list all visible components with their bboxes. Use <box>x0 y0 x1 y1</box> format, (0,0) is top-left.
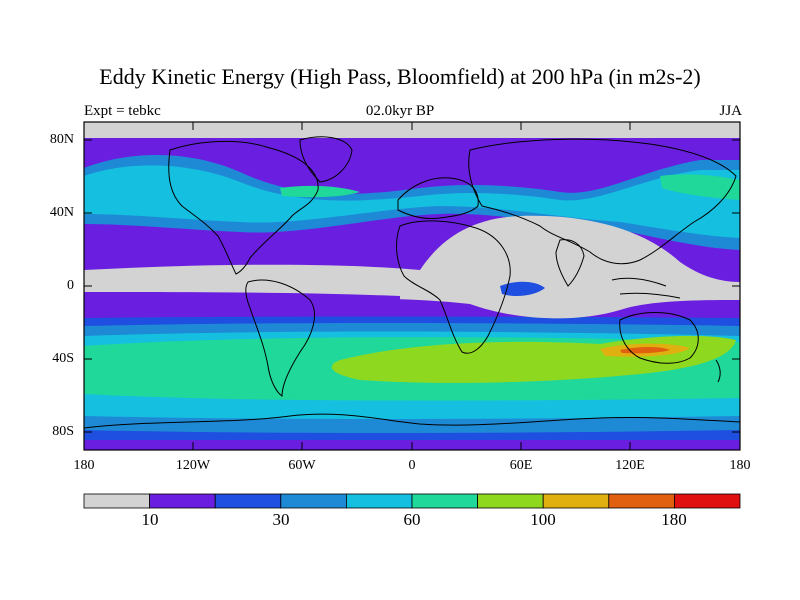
season-label: JJA <box>719 103 742 119</box>
colorbar-box <box>477 493 544 509</box>
colorbar-box <box>542 493 610 509</box>
lat-ticks <box>84 139 740 433</box>
lon-label-180w: 180 <box>73 458 95 473</box>
colorbar-label-30: 30 <box>272 510 290 529</box>
colorbar-box <box>214 493 282 509</box>
eke-field <box>84 122 740 450</box>
lon-label-180e: 180 <box>729 458 751 473</box>
period-label: 02.0kyr BP <box>365 103 435 119</box>
lon-label-120e: 120E <box>615 458 645 473</box>
colorbar <box>83 493 741 509</box>
lat-label-40n: 40N <box>49 205 74 220</box>
experiment-label: Expt = tebkc <box>84 103 161 119</box>
lon-label-120w: 120W <box>175 458 211 473</box>
lat-label-80n: 80N <box>49 132 74 147</box>
lon-label-0: 0 <box>408 458 416 473</box>
coastlines <box>84 136 740 429</box>
colorbar-label-180: 180 <box>661 510 687 529</box>
colorbar-box <box>608 493 675 509</box>
lat-label-80s: 80S <box>52 424 74 439</box>
colorbar-box <box>280 493 347 509</box>
colorbar-label-60: 60 <box>403 510 421 529</box>
colorbar-label-100: 100 <box>530 510 556 529</box>
lon-ticks <box>83 122 631 450</box>
colorbar-box <box>345 493 413 509</box>
lon-label-60e: 60E <box>509 458 533 473</box>
colorbar-box <box>411 493 478 509</box>
colorbar-box <box>149 493 216 509</box>
lat-label-40s: 40S <box>52 351 74 366</box>
colorbar-box <box>674 493 741 509</box>
map-title: Eddy Kinetic Energy (High Pass, Bloomfie… <box>99 64 701 89</box>
colorbar-box <box>83 493 150 509</box>
colorbar-label-10: 10 <box>141 510 159 529</box>
lon-label-60w: 60W <box>288 458 316 473</box>
lat-label-equator: 0 <box>67 278 74 293</box>
